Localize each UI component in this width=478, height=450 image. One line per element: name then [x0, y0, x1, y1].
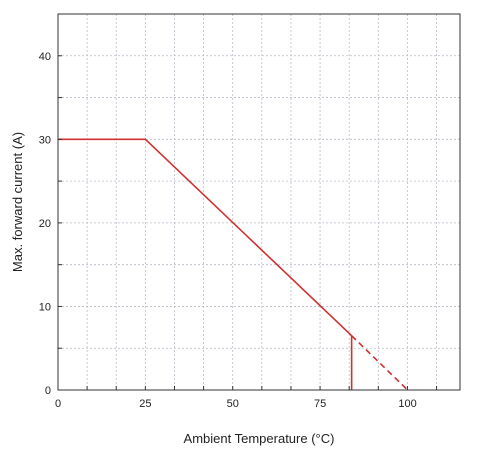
x-tick-label: 100 — [398, 398, 416, 410]
grid-lines — [58, 14, 460, 390]
x-tick-labels: 0 25 50 75 100 — [55, 398, 417, 410]
x-tick-label: 75 — [314, 398, 326, 410]
series-lines — [58, 138, 409, 391]
y-tick-label: 10 — [39, 301, 51, 313]
y-tick-label: 40 — [39, 51, 51, 63]
y-tick-label: 0 — [45, 385, 51, 397]
y-tick-label: 30 — [39, 134, 51, 146]
x-tick-label: 0 — [55, 398, 61, 410]
x-tick-label: 50 — [227, 398, 239, 410]
y-tick-labels: 0 10 20 30 40 — [39, 51, 51, 397]
y-tick-label: 20 — [39, 218, 51, 230]
x-axis-title: Ambient Temperature (°C) — [184, 431, 335, 446]
series-line-2 — [351, 335, 409, 391]
axis-ticks — [57, 13, 438, 391]
x-tick-label: 25 — [139, 398, 151, 410]
y-axis-title: Max. forward current (A) — [10, 132, 25, 272]
plot-frame — [57, 13, 461, 391]
series-line-1 — [58, 138, 353, 337]
